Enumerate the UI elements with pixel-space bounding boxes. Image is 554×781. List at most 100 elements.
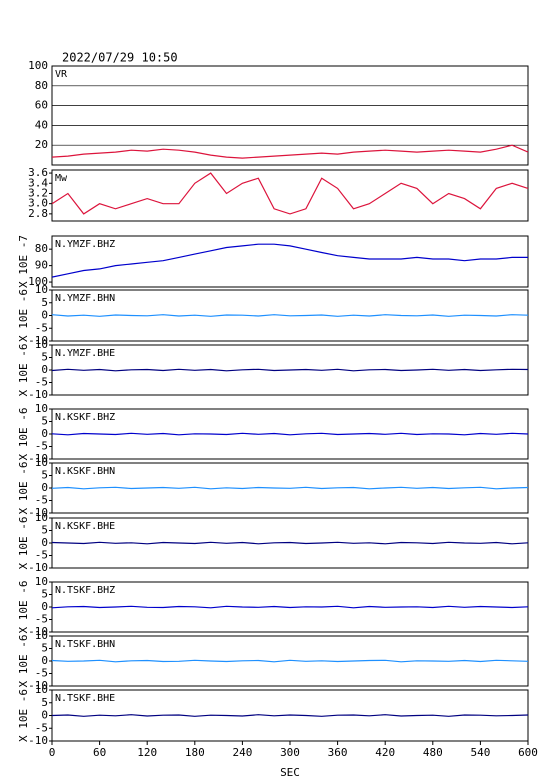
- x-tick-label: 0: [49, 746, 56, 759]
- y-tick-label: 0: [41, 481, 48, 494]
- panel-label: N.TSKF.BHE: [55, 693, 115, 704]
- y-tick-label: -5: [35, 321, 48, 334]
- x-tick-label: 540: [470, 746, 490, 759]
- y-tick-label: 5: [41, 588, 48, 601]
- y-tick-label: 0: [41, 309, 48, 322]
- y-tick-label: 10: [35, 456, 48, 469]
- y-tick-label: 100: [28, 275, 48, 288]
- y-axis-label: X 10E -6: [17, 462, 30, 515]
- y-tick-label: 0: [41, 709, 48, 722]
- y-tick-label: -5: [35, 440, 48, 453]
- y-tick-label: -10: [28, 679, 48, 692]
- y-tick-label: 10: [35, 683, 48, 696]
- y-tick-label: 0: [41, 363, 48, 376]
- y-axis-label: X 10E -6: [17, 517, 30, 570]
- panel-frame: [51, 169, 529, 222]
- y-tick-label: -10: [28, 625, 48, 638]
- y-axis-label: X 10E -6: [17, 689, 30, 742]
- y-tick-label: 10: [35, 629, 48, 642]
- y-tick-label: 5: [41, 296, 48, 309]
- y-tick-label: 10: [35, 338, 48, 351]
- y-tick-label: -10: [28, 734, 48, 747]
- y-tick-label: 80: [35, 242, 48, 255]
- y-tick-label: 5: [41, 469, 48, 482]
- y-tick-label: -5: [35, 494, 48, 507]
- panel-label: N.KSKF.BHN: [55, 466, 115, 477]
- y-tick-label: 10: [35, 511, 48, 524]
- panel-frame: [51, 65, 529, 166]
- panel-label: N.TSKF.BHN: [55, 639, 115, 650]
- y-tick-label: 3.6: [28, 166, 48, 179]
- x-tick-label: 60: [93, 746, 106, 759]
- panel-label: VR: [55, 69, 68, 80]
- y-tick-label: -5: [35, 376, 48, 389]
- trace: [51, 243, 528, 278]
- trace: [51, 605, 529, 609]
- x-tick-label: 600: [518, 746, 538, 759]
- y-tick-label: 5: [41, 642, 48, 655]
- y-tick-label: 2.8: [28, 207, 48, 220]
- trace: [51, 314, 529, 317]
- y-tick-label: -5: [35, 667, 48, 680]
- y-axis-label: X 10E -6: [17, 344, 30, 397]
- y-tick-label: 0: [41, 427, 48, 440]
- y-tick-label: 10: [35, 402, 48, 415]
- chart-title: 2022/07/29 10:50: [62, 51, 178, 65]
- panel-label: N.KSKF.BHZ: [55, 412, 115, 423]
- panel-frame: [51, 289, 529, 342]
- panel-label: N.KSKF.BHE: [55, 521, 115, 532]
- trace: [51, 144, 529, 159]
- y-tick-label: -10: [28, 334, 48, 347]
- x-tick-label: 180: [185, 746, 205, 759]
- y-tick-label: -5: [35, 613, 48, 626]
- y-axis-label: X 10E -6: [17, 289, 30, 342]
- trace: [51, 714, 529, 717]
- y-tick-label: 20: [35, 138, 48, 151]
- x-tick-label: 360: [328, 746, 348, 759]
- y-tick-label: 5: [41, 415, 48, 428]
- y-tick-label: 100: [28, 59, 48, 72]
- trace: [51, 172, 529, 215]
- x-tick-label: 420: [375, 746, 395, 759]
- trace: [51, 486, 529, 490]
- y-tick-label: 60: [35, 99, 48, 112]
- trace: [51, 659, 529, 663]
- y-tick-label: -10: [28, 561, 48, 574]
- panel-frame: [51, 235, 529, 288]
- panel-label: N.YMZF.BHN: [55, 293, 115, 304]
- y-tick-label: -5: [35, 549, 48, 562]
- y-tick-label: -10: [28, 506, 48, 519]
- y-tick-label: 5: [41, 524, 48, 537]
- y-tick-label: 0: [41, 536, 48, 549]
- x-tick-label: 240: [232, 746, 252, 759]
- y-tick-label: -10: [28, 452, 48, 465]
- y-axis-label: X 10E -7: [17, 235, 30, 288]
- y-tick-label: -10: [28, 388, 48, 401]
- y-tick-label: 90: [35, 259, 48, 272]
- y-axis-label: X 10E -6: [17, 581, 30, 634]
- panel-label: Mw: [55, 173, 68, 184]
- y-tick-label: 5: [41, 351, 48, 364]
- panel-label: N.TSKF.BHZ: [55, 585, 115, 596]
- x-tick-label: 480: [423, 746, 443, 759]
- y-tick-label: 5: [41, 696, 48, 709]
- y-axis-label: X 10E -6: [17, 408, 30, 461]
- x-tick-label: 120: [137, 746, 157, 759]
- y-tick-label: 3.0: [28, 197, 48, 210]
- x-axis-label: SEC: [280, 766, 300, 779]
- panel-label: N.YMZF.BHZ: [55, 239, 115, 250]
- y-tick-label: 10: [35, 575, 48, 588]
- y-tick-label: 40: [35, 118, 48, 131]
- y-tick-label: 3.4: [28, 176, 48, 189]
- trace: [51, 541, 529, 545]
- panel-label: N.YMZF.BHE: [55, 348, 115, 359]
- trace: [51, 432, 529, 436]
- y-tick-label: 0: [41, 654, 48, 667]
- trace: [51, 368, 529, 372]
- y-tick-label: 80: [35, 79, 48, 92]
- x-tick-label: 300: [280, 746, 300, 759]
- y-tick-label: 10: [35, 283, 48, 296]
- y-tick-label: 3.2: [28, 186, 48, 199]
- y-axis-label: X 10E -6: [17, 635, 30, 688]
